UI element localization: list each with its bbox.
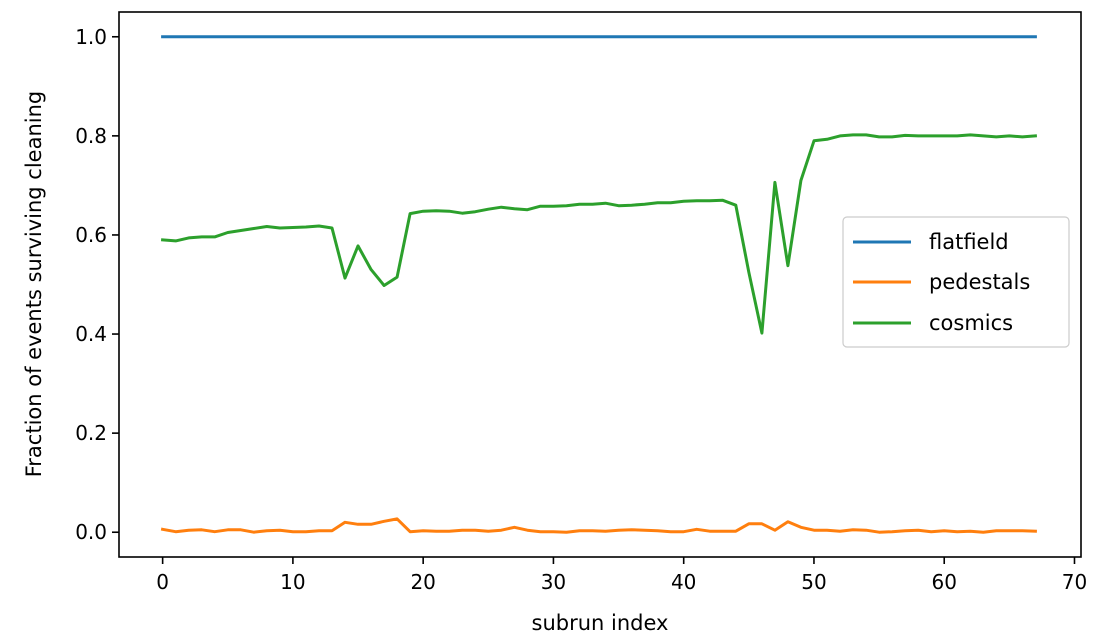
x-tick-label: 50 bbox=[801, 570, 826, 594]
legend-label-pedestals: pedestals bbox=[929, 270, 1030, 294]
series-line-pedestals bbox=[160, 517, 1037, 534]
y-tick-label: 0.6 bbox=[75, 223, 107, 247]
x-tick-label: 0 bbox=[156, 570, 169, 594]
y-tick-label: 0.2 bbox=[75, 421, 107, 445]
y-tick-label: 0.0 bbox=[75, 520, 107, 544]
legend-label-cosmics: cosmics bbox=[929, 311, 1013, 335]
x-tick-label: 30 bbox=[541, 570, 566, 594]
x-axis-ticks: 0 10 20 30 40 50 60 70 bbox=[156, 557, 1087, 594]
plot-area bbox=[160, 35, 1038, 534]
series-line-cosmics bbox=[160, 133, 1038, 335]
x-tick-label: 60 bbox=[931, 570, 956, 594]
x-tick-label: 20 bbox=[410, 570, 435, 594]
x-axis-label: subrun index bbox=[532, 611, 669, 635]
y-tick-label: 0.4 bbox=[75, 322, 107, 346]
axes-frame bbox=[118, 11, 1082, 558]
x-tick-label: 70 bbox=[1062, 570, 1087, 594]
legend: flatfield pedestals cosmics bbox=[842, 216, 1070, 348]
x-tick-label: 40 bbox=[671, 570, 696, 594]
x-tick-label: 10 bbox=[280, 570, 305, 594]
y-axis-ticks: 0.0 0.2 0.4 0.6 0.8 1.0 bbox=[75, 25, 119, 544]
legend-frame bbox=[842, 216, 1070, 348]
y-tick-label: 0.8 bbox=[75, 124, 107, 148]
y-axis-label: Fraction of events surviving cleaning bbox=[22, 91, 46, 478]
y-tick-label: 1.0 bbox=[75, 25, 107, 49]
legend-label-flatfield: flatfield bbox=[929, 230, 1009, 254]
